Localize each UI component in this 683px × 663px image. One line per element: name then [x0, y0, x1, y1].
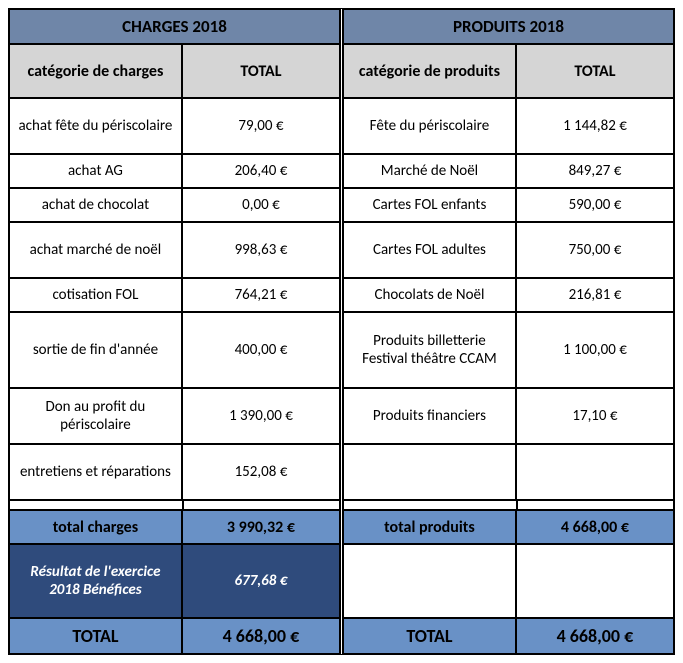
produits-result-value [516, 544, 674, 618]
produits-row-value: 17,10 € [516, 388, 674, 444]
charges-row-value: 0,00 € [182, 188, 340, 222]
charges-row-value: 400,00 € [182, 312, 340, 388]
produits-row-label: Fête du périscolaire [343, 98, 516, 154]
charges-row: cotisation FOL764,21 € [9, 278, 340, 312]
produits-col1: catégorie de produits [343, 44, 516, 98]
charges-row: sortie de fin d'année400,00 € [9, 312, 340, 388]
charges-row: achat AG206,40 € [9, 154, 340, 188]
produits-subtotal-value: 4 668,00 € [516, 510, 674, 544]
charges-subheader: catégorie de charges TOTAL [9, 44, 340, 98]
charges-row-label: Don au profit du périscolaire [9, 388, 182, 444]
charges-spacer [9, 500, 340, 510]
charges-row-value: 152,08 € [182, 444, 340, 500]
charges-result-label: Résultat de l'exercice 2018 Bénéfices [9, 544, 182, 618]
charges-title: CHARGES 2018 [9, 9, 340, 44]
produits-title: PRODUITS 2018 [343, 9, 674, 44]
budget-table: CHARGES 2018 catégorie de charges TOTAL … [8, 8, 675, 655]
produits-row: Cartes FOL adultes750,00 € [343, 222, 674, 278]
charges-row-label: entretiens et réparations [9, 444, 182, 500]
charges-row: Don au profit du périscolaire1 390,00 € [9, 388, 340, 444]
produits-row-value: 590,00 € [516, 188, 674, 222]
produits-row-value: 750,00 € [516, 222, 674, 278]
charges-row: achat fête du périscolaire79,00 € [9, 98, 340, 154]
produits-row-value [516, 444, 674, 500]
produits-row: Produits billetterie Festival théâtre CC… [343, 312, 674, 388]
produits-row-value: 849,27 € [516, 154, 674, 188]
charges-row-label: achat AG [9, 154, 182, 188]
produits-row: Marché de Noël849,27 € [343, 154, 674, 188]
produits-row-value: 216,81 € [516, 278, 674, 312]
charges-row: achat marché de noël998,63 € [9, 222, 340, 278]
charges-row-label: cotisation FOL [9, 278, 182, 312]
charges-row: achat de chocolat0,00 € [9, 188, 340, 222]
produits-row: Cartes FOL enfants590,00 € [343, 188, 674, 222]
produits-result-label [343, 544, 516, 618]
charges-subtotal-label: total charges [9, 510, 182, 544]
produits-row-value: 1 100,00 € [516, 312, 674, 388]
produits-col2: TOTAL [516, 44, 674, 98]
charges-row-value: 1 390,00 € [182, 388, 340, 444]
produits-spacer [343, 500, 674, 510]
produits-row-label: Produits billetterie Festival théâtre CC… [343, 312, 516, 388]
produits-row: Produits financiers17,10 € [343, 388, 674, 444]
produits-row-label: Produits financiers [343, 388, 516, 444]
produits-row: Chocolats de Noël216,81 € [343, 278, 674, 312]
produits-subtotal-label: total produits [343, 510, 516, 544]
produits-row-label: Cartes FOL enfants [343, 188, 516, 222]
charges-col2: TOTAL [182, 44, 340, 98]
charges-row-value: 764,21 € [182, 278, 340, 312]
charges-row-label: achat marché de noël [9, 222, 182, 278]
charges-row-value: 206,40 € [182, 154, 340, 188]
charges-col1: catégorie de charges [9, 44, 182, 98]
charges-row-label: achat fête du périscolaire [9, 98, 182, 154]
produits-panel: PRODUITS 2018 catégorie de produits TOTA… [340, 9, 674, 654]
charges-panel: CHARGES 2018 catégorie de charges TOTAL … [9, 9, 340, 654]
produits-row-label [343, 444, 516, 500]
produits-subheader: catégorie de produits TOTAL [343, 44, 674, 98]
charges-row-label: achat de chocolat [9, 188, 182, 222]
produits-row-value: 1 144,82 € [516, 98, 674, 154]
charges-subtotal-value: 3 990,32 € [182, 510, 340, 544]
charges-result-value: 677,68 € [182, 544, 340, 618]
produits-row: Fête du périscolaire1 144,82 € [343, 98, 674, 154]
charges-subtotal: total charges 3 990,32 € [9, 510, 340, 544]
charges-result: Résultat de l'exercice 2018 Bénéfices 67… [9, 544, 340, 618]
produits-body: Fête du périscolaire1 144,82 €Marché de … [343, 98, 674, 500]
charges-row-value: 79,00 € [182, 98, 340, 154]
produits-row-label: Chocolats de Noël [343, 278, 516, 312]
charges-row-value: 998,63 € [182, 222, 340, 278]
produits-result [343, 544, 674, 618]
charges-body: achat fête du périscolaire79,00 €achat A… [9, 98, 340, 500]
produits-row-label: Cartes FOL adultes [343, 222, 516, 278]
produits-subtotal: total produits 4 668,00 € [343, 510, 674, 544]
charges-row: entretiens et réparations152,08 € [9, 444, 340, 500]
charges-row-label: sortie de fin d'année [9, 312, 182, 388]
produits-row-label: Marché de Noël [343, 154, 516, 188]
produits-row [343, 444, 674, 500]
